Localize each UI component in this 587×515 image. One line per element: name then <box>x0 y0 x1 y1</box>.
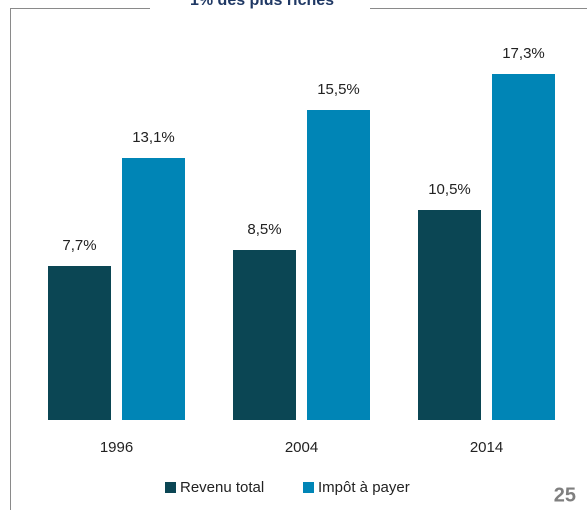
bar <box>48 266 111 420</box>
legend-label: Impôt à payer <box>318 479 410 496</box>
chart-title: 1% des plus riches <box>190 0 334 9</box>
bar <box>492 74 555 420</box>
value-label: 17,3% <box>502 45 545 62</box>
legend-label: Revenu total <box>180 479 264 496</box>
value-label: 10,5% <box>428 181 471 198</box>
bar <box>418 210 481 420</box>
legend-swatch <box>303 482 314 493</box>
x-tick-label: 2004 <box>285 439 318 456</box>
bar <box>122 158 185 420</box>
bar <box>233 250 296 420</box>
bar <box>307 110 370 420</box>
value-label: 13,1% <box>132 129 175 146</box>
value-label: 8,5% <box>247 221 281 238</box>
x-tick-label: 1996 <box>100 439 133 456</box>
page-number: 25 <box>554 484 576 506</box>
value-label: 7,7% <box>62 237 96 254</box>
legend-swatch <box>165 482 176 493</box>
x-tick-label: 2014 <box>470 439 503 456</box>
value-label: 15,5% <box>317 81 360 98</box>
